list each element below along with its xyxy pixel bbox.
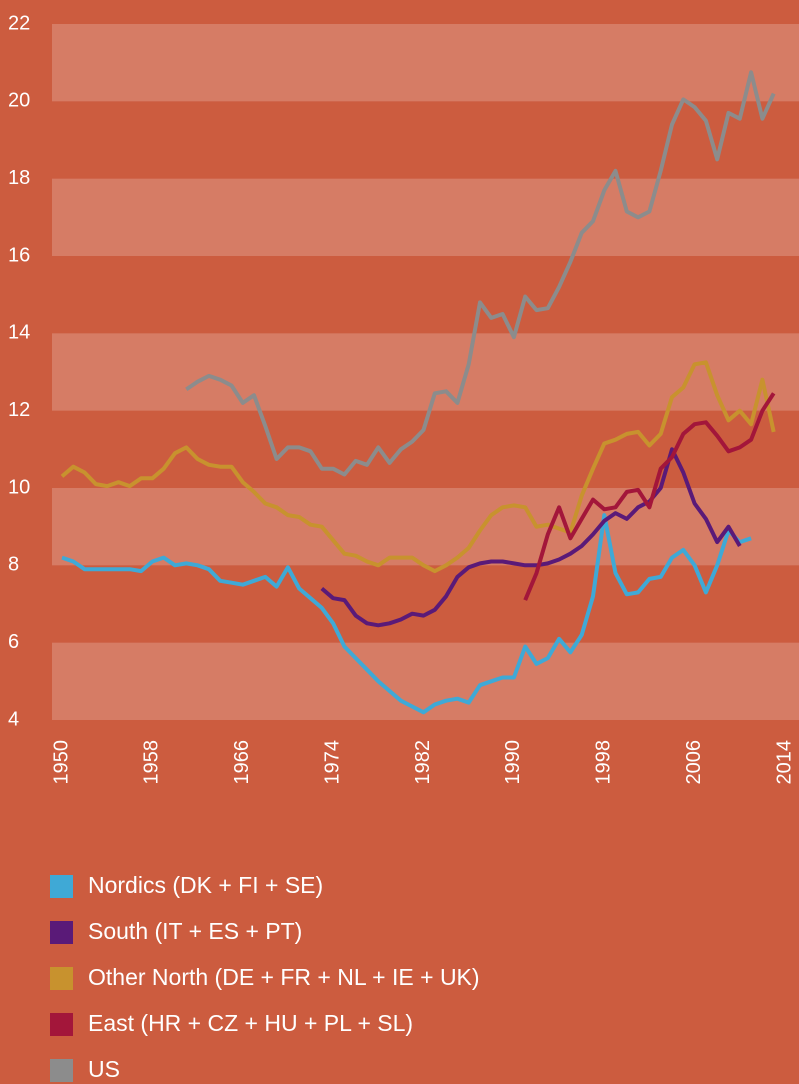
- x-tick-label: 1974: [321, 740, 343, 785]
- legend-label: Nordics (DK + FI + SE): [88, 872, 323, 898]
- series-line: [320, 447, 742, 628]
- y-tick-label: 10: [8, 476, 30, 498]
- series-line: [185, 70, 776, 477]
- grid-band: [52, 488, 799, 566]
- y-tick-label: 14: [8, 322, 30, 344]
- x-tick-label: 1998: [593, 740, 615, 785]
- legend-label: South (IT + ES + PT): [88, 918, 302, 944]
- series-line: [61, 513, 752, 715]
- legend-swatch: [50, 875, 73, 898]
- x-tick-label: 2006: [683, 740, 705, 785]
- grid-band: [52, 178, 799, 256]
- legend-label: Other North (DE + FR + NL + IE + UK): [88, 964, 480, 990]
- legend-label: East (HR + CZ + HU + PL + SL): [88, 1010, 413, 1036]
- legend-swatch: [50, 921, 73, 944]
- legend-label: US: [88, 1056, 120, 1082]
- y-tick-label: 12: [8, 399, 30, 421]
- series-line: [60, 360, 776, 574]
- y-tick-label: 6: [8, 631, 19, 653]
- y-tick-label: 4: [8, 708, 19, 730]
- legend-swatch: [50, 967, 73, 990]
- grid-band: [52, 642, 799, 720]
- legend-swatch: [50, 1013, 73, 1036]
- x-tick-label: 1982: [412, 740, 434, 785]
- y-tick-label: 22: [8, 12, 30, 34]
- x-tick-label: 2014: [773, 740, 795, 785]
- grid-band: [52, 333, 799, 411]
- x-tick-label: 1966: [231, 740, 253, 785]
- y-tick-label: 16: [8, 244, 30, 266]
- grid-band: [52, 24, 799, 102]
- x-tick-label: 1958: [141, 740, 163, 785]
- y-tick-label: 18: [8, 167, 30, 189]
- x-tick-label: 1990: [502, 740, 524, 785]
- legend-swatch: [50, 1059, 73, 1082]
- x-tick-label: 1950: [50, 740, 72, 785]
- y-tick-label: 20: [8, 90, 30, 112]
- y-tick-label: 8: [8, 554, 19, 576]
- series-line: [523, 392, 776, 601]
